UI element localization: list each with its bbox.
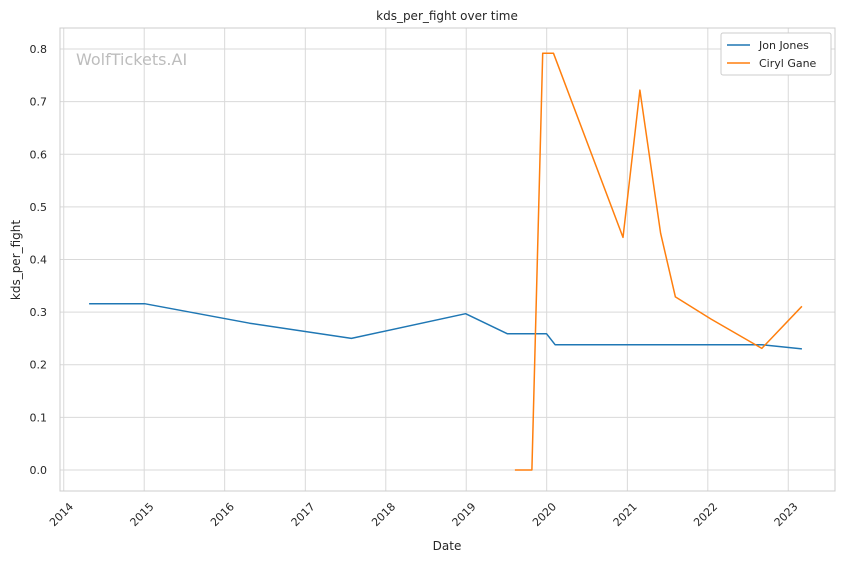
- y-tick-label: 0.1: [30, 411, 48, 424]
- legend-label-ciryl-gane: Ciryl Gane: [759, 57, 817, 70]
- legend: Jon Jones Ciryl Gane: [720, 32, 832, 76]
- x-tick-label: 2021: [611, 500, 640, 529]
- x-tick-label: 2016: [208, 500, 237, 529]
- series-line-jon-jones: [89, 302, 802, 350]
- series-line-ciryl-gane: [514, 52, 803, 471]
- x-tick-label: 2022: [691, 500, 720, 529]
- x-axis-title: Date: [433, 539, 462, 553]
- grid-layer: [60, 28, 835, 491]
- y-tick-label: 0.2: [30, 359, 48, 372]
- legend-label-jon-jones: Jon Jones: [758, 39, 809, 52]
- y-tick-label: 0.6: [30, 148, 48, 161]
- y-tick-label: 0.7: [30, 96, 48, 109]
- chart-title: kds_per_fight over time: [376, 9, 518, 23]
- y-tick-label: 0.8: [30, 43, 48, 56]
- y-tick-label: 0.0: [30, 464, 48, 477]
- y-tick-label: 0.4: [30, 254, 48, 267]
- x-tick-label: 2018: [369, 500, 398, 529]
- x-tick-label: 2017: [289, 500, 318, 529]
- x-tick-label: 2014: [47, 500, 76, 529]
- x-tick-label: 2020: [530, 500, 559, 529]
- y-tick-label: 0.5: [30, 201, 48, 214]
- legend-box: [720, 32, 832, 76]
- plot-frame: [59, 27, 836, 492]
- x-tick-label: 2019: [450, 500, 479, 529]
- y-tick-label: 0.3: [30, 306, 48, 319]
- x-tick-label: 2015: [128, 500, 157, 529]
- y-axis-title: kds_per_fight: [9, 220, 23, 301]
- series-layer: [89, 52, 803, 471]
- x-tick-label: 2023: [772, 500, 801, 529]
- watermark: WolfTickets.AI: [76, 50, 187, 69]
